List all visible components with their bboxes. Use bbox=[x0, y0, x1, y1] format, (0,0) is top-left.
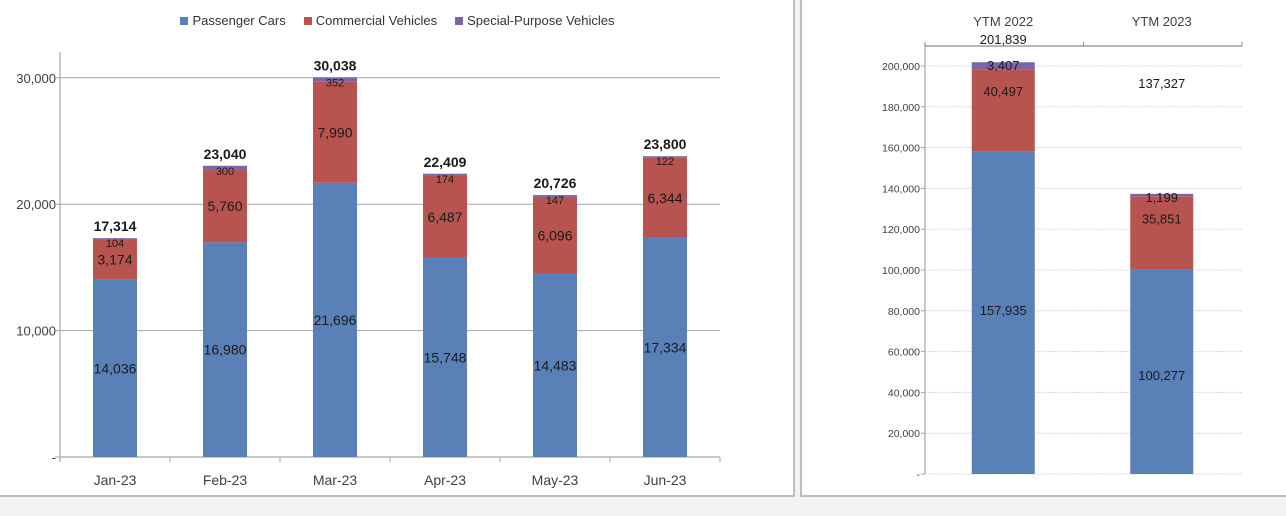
y-tick-label: 20,000 bbox=[16, 197, 56, 212]
ytm-sales-chart-panel: - 20,000 40,000 60,000 80,000 100,000 120,000 1… bbox=[800, 0, 1286, 497]
x-tick-label: May-23 bbox=[532, 472, 579, 488]
bar-passenger-cars-feb-23 bbox=[203, 242, 247, 457]
y-tick-label: 120,000 bbox=[882, 224, 920, 236]
data-label-passenger-cars: 157,935 bbox=[980, 303, 1027, 318]
bar-commercial-vehicles-apr-23 bbox=[423, 175, 467, 258]
data-label-special-purpose-vehicles: 174 bbox=[436, 174, 454, 186]
data-label-passenger-cars: 15,748 bbox=[424, 349, 467, 365]
bar-passenger-cars-ytm-2022 bbox=[971, 151, 1035, 474]
total-label: 30,038 bbox=[314, 57, 357, 73]
bar-special-purpose-vehicles-apr-23 bbox=[423, 173, 467, 176]
data-label-commercial-vehicles: 6,344 bbox=[647, 190, 682, 206]
ytm-stacked-bar-chart: - 20,000 40,000 60,000 80,000 100,000 120,000 1… bbox=[882, 14, 1243, 481]
bar-commercial-vehicles-jan-23 bbox=[93, 239, 137, 280]
legend-swatch-passenger-cars bbox=[180, 16, 189, 25]
x-tick-label: YTM 2023 bbox=[1132, 14, 1192, 29]
legend-swatch-special-purpose-vehicles bbox=[455, 16, 464, 25]
bar-passenger-cars-mar-23 bbox=[313, 182, 357, 457]
x-tick-label: Jun-23 bbox=[644, 472, 687, 488]
legend-label: Special-Purpose Vehicles bbox=[467, 13, 615, 28]
y-tick-label: 20,000 bbox=[888, 428, 920, 440]
data-label-commercial-vehicles: 6,487 bbox=[427, 209, 462, 225]
bar-special-purpose-vehicles-feb-23 bbox=[203, 165, 247, 170]
y-tick-label: 180,000 bbox=[882, 102, 920, 114]
data-label-commercial-vehicles: 35,851 bbox=[1142, 211, 1182, 226]
data-label-special-purpose-vehicles: 1,199 bbox=[1145, 190, 1178, 205]
bar-passenger-cars-may-23 bbox=[533, 273, 577, 457]
bar-passenger-cars-jan-23 bbox=[93, 279, 137, 457]
bar-special-purpose-vehicles-mar-23 bbox=[313, 77, 357, 82]
x-tick-label: YTM 2022 bbox=[973, 14, 1033, 29]
legend-item-passenger-cars: Passenger Cars bbox=[180, 13, 286, 28]
data-label-passenger-cars: 100,277 bbox=[1138, 368, 1185, 383]
data-label-commercial-vehicles: 6,096 bbox=[537, 227, 572, 243]
total-label: 23,800 bbox=[644, 136, 687, 152]
y-tick-label: 40,000 bbox=[888, 387, 920, 399]
bar-special-purpose-vehicles-jun-23 bbox=[643, 156, 687, 158]
legend-label: Commercial Vehicles bbox=[315, 13, 438, 28]
y-tick-label: 160,000 bbox=[882, 143, 920, 155]
y-tick-label: 60,000 bbox=[888, 347, 920, 359]
data-label-passenger-cars: 14,036 bbox=[94, 360, 137, 376]
bar-commercial-vehicles-ytm-2022 bbox=[971, 69, 1035, 152]
y-tick-label: 100,000 bbox=[882, 265, 920, 277]
data-label-passenger-cars: 21,696 bbox=[314, 312, 357, 328]
legend-swatch-commercial-vehicles bbox=[303, 16, 312, 25]
legend-item-commercial-vehicles: Commercial Vehicles bbox=[303, 13, 438, 28]
total-label: 22,409 bbox=[424, 154, 467, 170]
data-label-special-purpose-vehicles: 300 bbox=[216, 166, 234, 178]
x-tick-label: Mar-23 bbox=[313, 472, 358, 488]
bar-special-purpose-vehicles-ytm-2022 bbox=[971, 62, 1035, 70]
y-tick-label: 80,000 bbox=[888, 306, 920, 318]
bar-special-purpose-vehicles-may-23 bbox=[533, 195, 577, 197]
bar-special-purpose-vehicles-ytm-2023 bbox=[1130, 193, 1194, 197]
bar-commercial-vehicles-mar-23 bbox=[313, 81, 357, 183]
y-tick-label: 140,000 bbox=[882, 183, 920, 195]
y-tick-label: - bbox=[917, 469, 921, 481]
bar-passenger-cars-ytm-2023 bbox=[1130, 269, 1194, 474]
monthly-sales-chart-panel: Passenger Cars Commercial Vehicles Speci… bbox=[0, 0, 795, 497]
bar-passenger-cars-apr-23 bbox=[423, 257, 467, 457]
total-label: 201,839 bbox=[980, 32, 1027, 47]
total-label: 20,726 bbox=[534, 175, 577, 191]
data-label-passenger-cars: 16,980 bbox=[204, 342, 247, 358]
data-label-commercial-vehicles: 40,497 bbox=[983, 84, 1023, 99]
bar-passenger-cars-jun-23 bbox=[643, 237, 687, 457]
data-label-special-purpose-vehicles: 104 bbox=[106, 238, 124, 250]
total-label: 137,327 bbox=[1138, 76, 1185, 91]
bar-commercial-vehicles-feb-23 bbox=[203, 169, 247, 243]
data-label-commercial-vehicles: 3,174 bbox=[97, 252, 132, 268]
y-tick-label: 30,000 bbox=[16, 71, 56, 86]
data-label-special-purpose-vehicles: 147 bbox=[546, 195, 564, 207]
data-label-passenger-cars: 14,483 bbox=[534, 357, 577, 373]
x-tick-label: Feb-23 bbox=[203, 472, 248, 488]
bar-commercial-vehicles-ytm-2023 bbox=[1130, 196, 1194, 270]
x-tick-label: Jan-23 bbox=[94, 472, 137, 488]
legend-label: Passenger Cars bbox=[192, 13, 286, 28]
y-tick-label: 10,000 bbox=[16, 324, 56, 339]
monthly-stacked-bar-chart: - 10,000 20,000 30,000 14,036 3,174 104 17,314 J… bbox=[16, 52, 721, 488]
total-label: 17,314 bbox=[94, 218, 137, 234]
bar-special-purpose-vehicles-jan-23 bbox=[93, 238, 137, 240]
bar-commercial-vehicles-may-23 bbox=[533, 196, 577, 274]
data-label-commercial-vehicles: 5,760 bbox=[207, 198, 242, 214]
chart-legend: Passenger Cars Commercial Vehicles Speci… bbox=[0, 13, 795, 28]
total-label: 23,040 bbox=[204, 146, 247, 162]
y-tick-label: 200,000 bbox=[882, 61, 920, 73]
data-label-special-purpose-vehicles: 3,407 bbox=[987, 58, 1020, 73]
legend-item-special-purpose-vehicles: Special-Purpose Vehicles bbox=[455, 13, 615, 28]
x-tick-label: Apr-23 bbox=[424, 472, 466, 488]
data-label-special-purpose-vehicles: 122 bbox=[656, 156, 674, 168]
data-label-passenger-cars: 17,334 bbox=[644, 339, 687, 355]
data-label-commercial-vehicles: 7,990 bbox=[317, 124, 352, 140]
bar-commercial-vehicles-jun-23 bbox=[643, 157, 687, 238]
y-tick-label: - bbox=[52, 450, 56, 465]
data-label-special-purpose-vehicles: 352 bbox=[326, 77, 344, 89]
